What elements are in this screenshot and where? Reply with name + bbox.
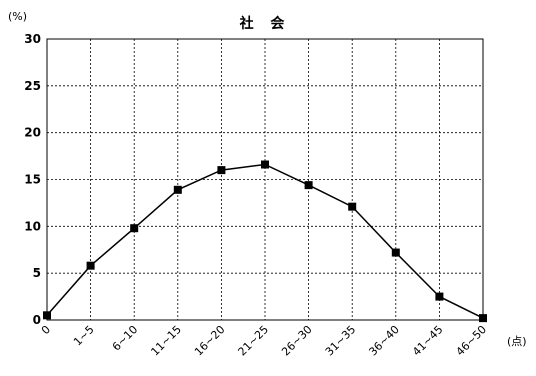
x-tick-label: 0 xyxy=(39,323,53,337)
x-tick-label: 46~50 xyxy=(454,323,490,359)
data-point xyxy=(217,166,226,175)
x-tick-label: 41~45 xyxy=(410,323,446,359)
grid xyxy=(47,39,483,320)
y-tick-label: 15 xyxy=(24,173,41,187)
x-tick-label: 1~5 xyxy=(71,323,97,349)
x-unit-label: (点) xyxy=(507,335,527,348)
data-point xyxy=(391,248,400,257)
y-tick-label: 20 xyxy=(24,126,41,140)
data-point xyxy=(304,181,313,190)
y-axis-ticks: 0 5 10 15 20 25 30 xyxy=(24,32,41,327)
y-tick-label: 5 xyxy=(33,266,41,280)
x-tick-label: 11~15 xyxy=(148,323,184,359)
x-tick-label: 26~30 xyxy=(279,323,315,359)
x-tick-label: 21~25 xyxy=(236,323,272,359)
x-tick-label: 31~35 xyxy=(323,323,359,359)
y-unit-label: (%) xyxy=(8,10,27,23)
data-point xyxy=(173,185,182,194)
y-tick-label: 30 xyxy=(24,32,41,46)
plot-area xyxy=(46,38,484,321)
x-tick-label: 16~20 xyxy=(192,323,228,359)
data-point xyxy=(435,292,444,301)
data-point xyxy=(261,160,269,169)
chart-title: 社 会 xyxy=(239,15,291,32)
data-point xyxy=(130,224,139,233)
data-point xyxy=(86,261,95,270)
x-tick-label: 6~10 xyxy=(110,323,141,354)
y-tick-label: 10 xyxy=(24,219,41,233)
y-tick-label: 25 xyxy=(24,79,41,93)
x-tick-label: 36~40 xyxy=(366,323,402,359)
x-axis-ticks: 0 1~5 6~10 11~15 16~20 21~25 26~30 31~35 36~40 41… xyxy=(39,323,489,359)
y-tick-label: 0 xyxy=(33,313,41,327)
data-point xyxy=(348,202,357,211)
